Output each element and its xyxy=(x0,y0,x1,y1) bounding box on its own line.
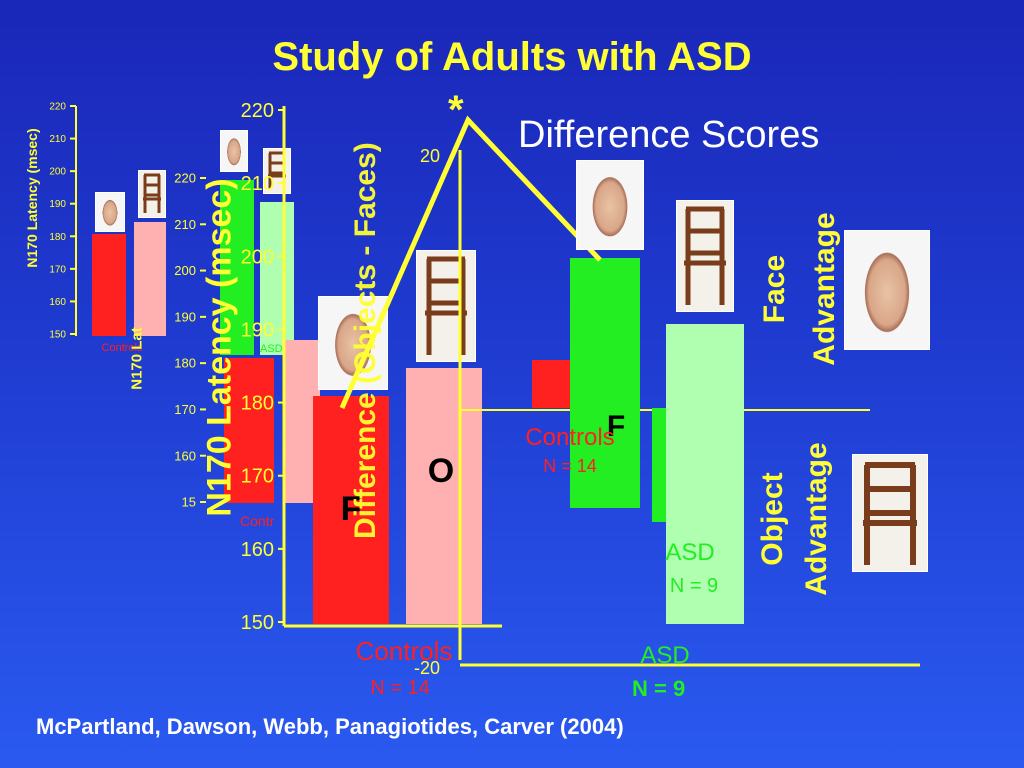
mid-bar-controls-face xyxy=(224,358,274,503)
chair-icon xyxy=(425,256,467,355)
y-tick-label: 220 xyxy=(241,100,274,122)
main-chair-photo xyxy=(416,250,476,362)
y-tick-label: 170 xyxy=(174,402,196,417)
y-tick-label: 210 xyxy=(174,217,196,232)
diff-chart: 20 -20 F Controls N = 14 ASD N = 9 ASD xyxy=(414,146,920,678)
chair-icon xyxy=(684,206,726,305)
main-bar-letter-object: O xyxy=(428,452,454,490)
diff-chair-photo xyxy=(676,200,734,312)
y-tick-label: 220 xyxy=(174,171,196,186)
chair-icon xyxy=(863,462,917,565)
y-tick-label: 180 xyxy=(49,232,66,243)
y-tick-label: 170 xyxy=(241,466,274,488)
face-advantage-photo xyxy=(844,230,930,350)
y-tick-label: 200 xyxy=(174,263,196,278)
diff-asd-n: N = 9 xyxy=(670,575,718,597)
y-tick-label: 210 xyxy=(49,134,66,145)
y-tick-label: 190 xyxy=(49,199,66,210)
small-face-photo xyxy=(95,192,125,232)
mid-bar-asd-object xyxy=(260,202,294,355)
y-tick-label: 180 xyxy=(174,356,196,371)
small-chart-ticks: 220 210 200 190 180 170 160 150 xyxy=(49,102,76,341)
y-tick-label: 190 xyxy=(174,309,196,324)
small-bar-controls-object xyxy=(134,222,166,336)
main-chart: 220 210 200 190 180 170 160 150 F O Controls N … xyxy=(241,100,502,699)
small-chart-group-label: Controls xyxy=(102,342,143,354)
diff-bar-mid-asd-face xyxy=(570,258,640,508)
mid-chart-ticks: 220 210 200 190 180 170 160 15 xyxy=(174,171,206,510)
y-tick-label: 160 xyxy=(174,448,196,463)
main-bar-letter-face: F xyxy=(341,490,362,528)
y-tick-label: 210 xyxy=(241,173,274,195)
diff-asd-label: ASD xyxy=(665,539,714,566)
y-tick-label: 170 xyxy=(49,264,66,275)
diff-mid-asd-label: ASD xyxy=(640,642,689,669)
diff-line-overlay xyxy=(339,115,602,410)
main-bar-controls-face xyxy=(313,396,389,624)
chair-icon xyxy=(143,173,161,213)
y-tick-label: 15 xyxy=(182,495,196,510)
y-tick-label: 200 xyxy=(241,246,274,268)
object-advantage-line2: Advantage xyxy=(800,442,833,596)
mid-bar-asd-face xyxy=(220,180,254,355)
small-chair-photo xyxy=(138,170,166,218)
main-chart-group-n: N = 14 xyxy=(370,677,429,699)
diff-tick-top: 20 xyxy=(420,146,440,166)
face-advantage-line1: Face xyxy=(758,254,791,324)
diff-controls-label: Controls xyxy=(525,424,614,451)
mid-face-photo xyxy=(220,130,248,172)
y-tick-label: 220 xyxy=(49,102,66,113)
y-tick-label: 160 xyxy=(49,297,66,308)
object-advantage-photo xyxy=(852,454,928,572)
diff-asd-n-bottom: N = 9 xyxy=(632,676,686,701)
y-tick-label: 190 xyxy=(241,319,274,341)
y-tick-label: 160 xyxy=(241,539,274,561)
mid-chart-group-label: Contr xyxy=(240,513,275,529)
diff-tick-bottom: -20 xyxy=(414,658,440,678)
object-advantage-line1: Object xyxy=(756,472,789,566)
mid-chart-ylabel: N170 Lat xyxy=(128,327,146,390)
y-tick-label: 180 xyxy=(241,393,274,415)
y-tick-label: 150 xyxy=(241,612,274,634)
y-tick-label: 150 xyxy=(49,330,66,341)
small-chart-ylabel: N170 Latency (msec) xyxy=(24,128,40,268)
small-chart: 220 210 200 190 180 170 160 150 Controls xyxy=(49,102,166,354)
y-tick-label: 200 xyxy=(49,167,66,178)
diff-face-photo xyxy=(576,160,644,250)
face-advantage-line2: Advantage xyxy=(808,212,841,366)
small-bar-controls-face xyxy=(92,234,126,336)
significance-star: * xyxy=(448,88,464,132)
diff-bar-letter: F xyxy=(607,410,625,443)
main-face-photo xyxy=(318,296,388,390)
citation: McPartland, Dawson, Webb, Panagiotides, … xyxy=(36,714,624,739)
slide-title: Study of Adults with ASD xyxy=(272,35,752,79)
diff-chart-title: Difference Scores xyxy=(518,114,820,156)
difference-connector-line xyxy=(339,115,602,410)
mid-chart: 220 210 200 190 180 170 160 15 ASD Contr xyxy=(174,171,320,529)
main-chart-ticks: 220 210 200 190 180 170 160 150 xyxy=(241,100,284,634)
main-chart-group-label: Controls xyxy=(356,636,453,666)
mid-chart-asd-label: ASD xyxy=(260,343,283,355)
diff-controls-n: N = 14 xyxy=(543,456,597,476)
diff-bar-mid-asd-object xyxy=(666,324,744,624)
